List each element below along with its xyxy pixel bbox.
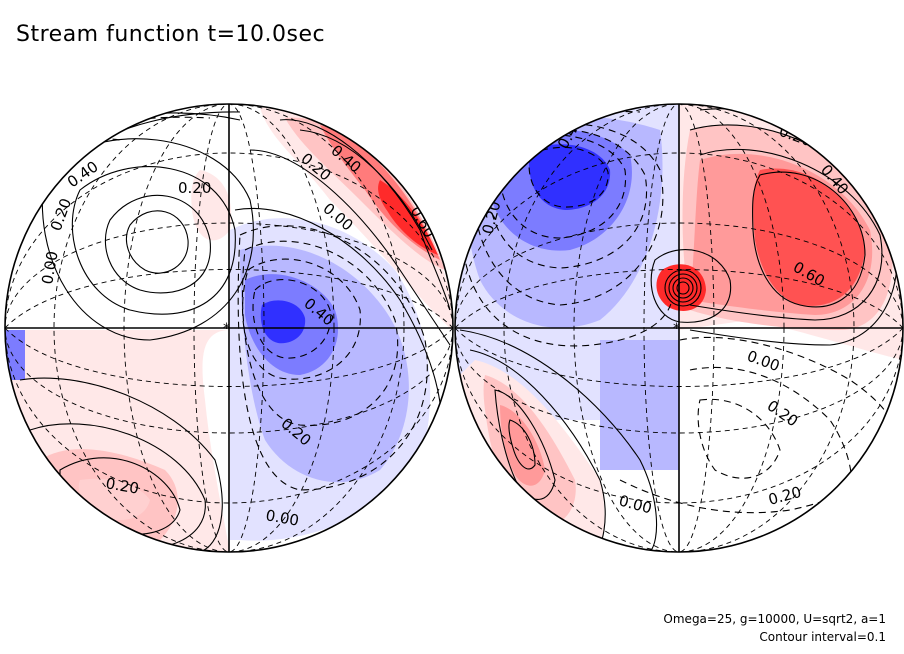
left-hemisphere-border: [4, 103, 454, 553]
right-red-strong: [753, 168, 865, 306]
right-hemisphere-border: [454, 103, 904, 553]
right-blue-se: [600, 340, 679, 470]
left-red-ne-faint: [260, 107, 452, 330]
svg-text:*: *: [673, 321, 680, 337]
right-hemisphere: * 0.60 0.40 0.20 0.20 0.60 0.00 0.20 0.2…: [455, 104, 903, 552]
contour-interval-text: Contour interval=0.1: [759, 630, 886, 644]
left-blue-edge: [5, 330, 25, 380]
parameters-text: Omega=25, g=10000, U=sqrt2, a=1: [663, 612, 886, 626]
left-label: 0.00: [38, 250, 62, 286]
right-red-sw-mid: [500, 405, 545, 486]
left-blue-strong: [260, 300, 306, 344]
left-red-ne-strong: [378, 180, 438, 255]
left-label: 0.20: [178, 179, 211, 197]
left-label: 0.00: [264, 506, 300, 530]
svg-text:*: *: [223, 321, 230, 337]
right-blue-strong: [529, 144, 611, 210]
left-hemisphere: * 0.40 0.20 0.00 0.20 0.40 0.20 0.00 0.6…: [5, 104, 453, 552]
plot-title: Stream function t=10.0sec: [16, 22, 326, 47]
left-label: 0.20: [104, 474, 140, 498]
